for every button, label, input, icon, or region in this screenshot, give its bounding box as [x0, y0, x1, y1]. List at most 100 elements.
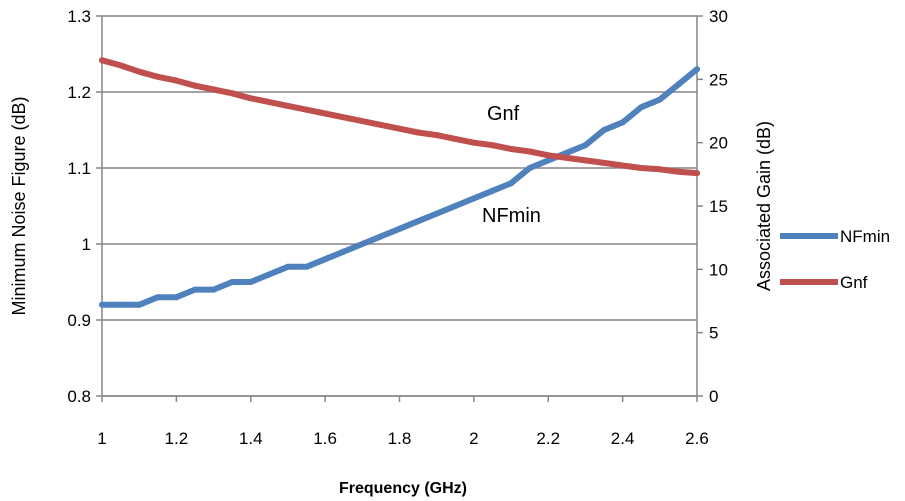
data-point-gnf-5	[192, 82, 198, 89]
x-tick-label-0: 1	[97, 429, 106, 448]
data-point-nfmin-29	[638, 104, 645, 111]
data-point-gnf-7	[229, 90, 236, 97]
data-point-nfmin-27	[601, 127, 607, 133]
data-point-nfmin-31	[675, 81, 682, 88]
data-point-gnf-26	[582, 157, 589, 164]
data-point-gnf-18	[433, 132, 440, 139]
right-tick-label-2: 10	[709, 260, 728, 279]
series-line-gnf	[99, 57, 700, 177]
data-point-nfmin-32	[694, 66, 700, 73]
data-point-gnf-25	[563, 154, 570, 161]
data-point-gnf-15	[377, 121, 384, 128]
data-point-nfmin-25	[563, 149, 570, 156]
right-tick-label-0: 0	[709, 387, 718, 406]
data-point-nfmin-6	[210, 286, 217, 293]
left-tick-label-1: 0.9	[67, 311, 91, 330]
left-tick-label-5: 1.3	[67, 7, 91, 26]
data-point-gnf-1	[117, 62, 124, 69]
data-point-nfmin-0	[99, 301, 105, 308]
data-point-nfmin-8	[247, 279, 254, 285]
data-point-gnf-32	[694, 170, 700, 177]
x-tick-label-2: 1.4	[239, 429, 263, 448]
data-point-nfmin-20	[470, 195, 477, 202]
data-point-gnf-21	[489, 142, 496, 149]
data-point-gnf-20	[470, 139, 477, 146]
data-point-nfmin-26	[582, 142, 589, 149]
data-point-gnf-11	[303, 106, 310, 113]
data-point-nfmin-30	[656, 96, 663, 103]
gridlines	[102, 15, 697, 397]
data-point-gnf-6	[210, 86, 217, 93]
series-layer	[99, 57, 700, 308]
data-point-gnf-29	[638, 165, 645, 171]
left-tick-label-0: 0.8	[67, 387, 91, 406]
data-point-nfmin-21	[489, 187, 496, 194]
data-point-nfmin-3	[154, 294, 161, 301]
data-point-gnf-17	[415, 129, 422, 136]
data-point-gnf-13	[340, 114, 347, 121]
legend-label-nfmin: NFmin	[840, 227, 890, 246]
x-tick-label-7: 2.4	[611, 429, 635, 448]
x-axis-tick-labels: 1 1.2 1.4 1.6 1.8 2 2.2 2.4 2.6	[97, 396, 709, 448]
data-point-nfmin-11	[303, 263, 310, 270]
data-point-gnf-27	[601, 159, 607, 166]
data-point-gnf-24	[545, 152, 552, 159]
data-point-gnf-3	[154, 73, 161, 80]
data-point-gnf-14	[359, 118, 366, 125]
x-tick-label-1: 1.2	[165, 429, 189, 448]
x-tick-label-4: 1.8	[388, 429, 412, 448]
data-point-nfmin-13	[340, 248, 347, 255]
data-point-nfmin-17	[415, 218, 422, 225]
data-point-nfmin-9	[266, 271, 273, 278]
x-axis-title: Frequency (GHz)	[339, 480, 467, 497]
data-point-nfmin-22	[508, 180, 515, 187]
data-point-nfmin-19	[452, 203, 459, 209]
data-point-nfmin-18	[433, 210, 440, 217]
series-line-nfmin	[99, 66, 700, 308]
data-point-nfmin-15	[377, 233, 384, 240]
data-point-gnf-30	[656, 166, 663, 173]
data-point-gnf-28	[619, 162, 626, 169]
left-tick-label-4: 1.2	[67, 83, 91, 102]
x-tick-label-8: 2.6	[685, 429, 709, 448]
data-point-nfmin-7	[229, 279, 236, 285]
data-point-gnf-2	[136, 68, 143, 75]
right-tick-label-6: 30	[709, 7, 728, 26]
data-point-gnf-16	[396, 125, 403, 132]
axes	[101, 16, 698, 397]
annotation-gnf: Gnf	[487, 103, 520, 125]
y-left-axis-title: Minimum Noise Figure (dB)	[9, 96, 29, 315]
right-tick-label-1: 5	[709, 324, 718, 343]
data-point-nfmin-1	[117, 301, 124, 308]
data-point-nfmin-14	[359, 241, 366, 247]
x-tick-label-3: 1.6	[313, 429, 337, 448]
data-point-gnf-19	[452, 135, 459, 142]
data-point-gnf-12	[322, 110, 329, 117]
y-right-axis-title: Associated Gain (dB)	[754, 121, 774, 291]
data-point-gnf-10	[284, 102, 291, 109]
data-point-gnf-4	[173, 77, 180, 84]
data-point-gnf-23	[526, 148, 533, 155]
data-point-nfmin-12	[322, 256, 329, 263]
data-point-nfmin-5	[192, 286, 198, 293]
right-tick-label-3: 15	[709, 197, 728, 216]
x-tick-label-5: 2	[469, 429, 478, 448]
x-tick-label-6: 2.2	[536, 429, 560, 448]
data-point-nfmin-23	[526, 165, 533, 171]
annotation-nfmin: NFmin	[482, 205, 541, 227]
data-point-gnf-9	[266, 99, 273, 106]
right-axis-tick-labels: 0 5 10 15 20 25 30	[697, 7, 728, 406]
data-point-gnf-22	[508, 146, 515, 152]
data-point-nfmin-24	[545, 157, 552, 164]
right-tick-label-4: 20	[709, 134, 728, 153]
data-point-gnf-8	[247, 95, 254, 102]
data-point-nfmin-16	[396, 225, 403, 232]
data-point-gnf-0	[99, 57, 105, 64]
data-point-nfmin-4	[173, 294, 180, 301]
left-axis-tick-labels: 0.8 0.9 1 1.1 1.2 1.3	[67, 7, 102, 406]
data-point-gnf-31	[675, 168, 682, 175]
left-tick-label-3: 1.1	[67, 159, 91, 178]
legend-label-gnf: Gnf	[840, 273, 868, 292]
